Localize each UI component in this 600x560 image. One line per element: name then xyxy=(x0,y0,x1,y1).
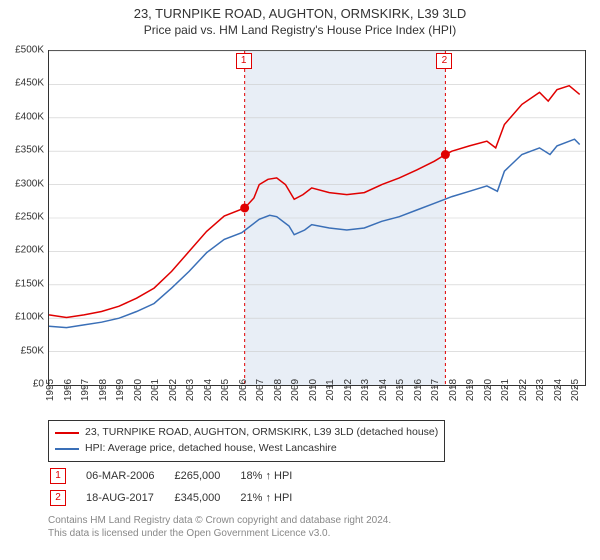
x-tick-label: 2018 xyxy=(448,379,459,401)
x-tick-label: 2016 xyxy=(413,379,424,401)
footer-line: This data is licensed under the Open Gov… xyxy=(48,527,391,540)
y-tick-label: £0 xyxy=(4,379,44,390)
legend-item: 23, TURNPIKE ROAD, AUGHTON, ORMSKIRK, L3… xyxy=(55,425,438,441)
y-tick-label: £200K xyxy=(4,245,44,256)
x-tick-label: 2004 xyxy=(203,379,214,401)
x-tick-label: 2001 xyxy=(150,379,161,401)
x-tick-label: 2008 xyxy=(273,379,284,401)
legend-swatch xyxy=(55,432,79,434)
footer-attribution: Contains HM Land Registry data © Crown c… xyxy=(48,514,391,540)
x-tick-label: 2003 xyxy=(185,379,196,401)
x-tick-label: 2009 xyxy=(290,379,301,401)
sales-row: 2 18-AUG-2017£345,00021% ↑ HPI xyxy=(50,488,310,508)
x-tick-label: 2020 xyxy=(483,379,494,401)
sales-row-delta: 21% ↑ HPI xyxy=(240,488,310,508)
x-tick-label: 2013 xyxy=(360,379,371,401)
sales-row-date: 06-MAR-2006 xyxy=(86,466,172,486)
sales-row-marker: 2 xyxy=(50,490,66,506)
y-tick-label: £250K xyxy=(4,212,44,223)
x-tick-label: 2025 xyxy=(570,379,581,401)
x-tick-label: 1996 xyxy=(63,379,74,401)
x-tick-label: 1997 xyxy=(80,379,91,401)
x-tick-label: 2021 xyxy=(500,379,511,401)
y-tick-label: £450K xyxy=(4,78,44,89)
sales-row-delta: 18% ↑ HPI xyxy=(240,466,310,486)
sales-row-marker: 1 xyxy=(50,468,66,484)
chart-container: 23, TURNPIKE ROAD, AUGHTON, ORMSKIRK, L3… xyxy=(0,0,600,560)
sale-marker-1: 1 xyxy=(236,53,252,69)
x-tick-label: 2022 xyxy=(518,379,529,401)
x-tick-label: 2015 xyxy=(395,379,406,401)
x-tick-label: 2011 xyxy=(325,379,336,401)
page-subtitle: Price paid vs. HM Land Registry's House … xyxy=(0,21,600,41)
y-tick-label: £100K xyxy=(4,312,44,323)
x-tick-label: 2012 xyxy=(343,379,354,401)
page-title: 23, TURNPIKE ROAD, AUGHTON, ORMSKIRK, L3… xyxy=(0,0,600,21)
legend-swatch xyxy=(55,448,79,450)
sales-row: 1 06-MAR-2006£265,00018% ↑ HPI xyxy=(50,466,310,486)
x-tick-label: 2005 xyxy=(220,379,231,401)
sales-table: 1 06-MAR-2006£265,00018% ↑ HPI 2 18-AUG-201… xyxy=(48,464,312,510)
x-tick-label: 2006 xyxy=(238,379,249,401)
y-tick-label: £300K xyxy=(4,178,44,189)
x-tick-label: 2002 xyxy=(168,379,179,401)
x-tick-label: 2017 xyxy=(430,379,441,401)
y-tick-label: £50K xyxy=(4,345,44,356)
legend-item: HPI: Average price, detached house, West… xyxy=(55,441,438,457)
sales-row-date: 18-AUG-2017 xyxy=(86,488,172,508)
x-tick-label: 2019 xyxy=(465,379,476,401)
chart-svg xyxy=(49,51,585,385)
x-tick-label: 1998 xyxy=(98,379,109,401)
y-tick-label: £350K xyxy=(4,145,44,156)
sale-marker-2: 2 xyxy=(436,53,452,69)
x-tick-label: 2023 xyxy=(535,379,546,401)
y-tick-label: £150K xyxy=(4,278,44,289)
legend-label: HPI: Average price, detached house, West… xyxy=(85,441,337,457)
footer-line: Contains HM Land Registry data © Crown c… xyxy=(48,514,391,527)
sales-row-price: £265,000 xyxy=(174,466,238,486)
legend: 23, TURNPIKE ROAD, AUGHTON, ORMSKIRK, L3… xyxy=(48,420,445,462)
legend-label: 23, TURNPIKE ROAD, AUGHTON, ORMSKIRK, L3… xyxy=(85,425,438,441)
y-tick-label: £500K xyxy=(4,45,44,56)
chart-plot-area xyxy=(48,50,586,386)
x-tick-label: 2014 xyxy=(378,379,389,401)
x-tick-label: 1999 xyxy=(115,379,126,401)
x-tick-label: 2000 xyxy=(133,379,144,401)
x-tick-label: 2024 xyxy=(553,379,564,401)
sales-row-price: £345,000 xyxy=(174,488,238,508)
x-tick-label: 2010 xyxy=(308,379,319,401)
x-tick-label: 1995 xyxy=(45,379,56,401)
y-tick-label: £400K xyxy=(4,111,44,122)
x-tick-label: 2007 xyxy=(255,379,266,401)
